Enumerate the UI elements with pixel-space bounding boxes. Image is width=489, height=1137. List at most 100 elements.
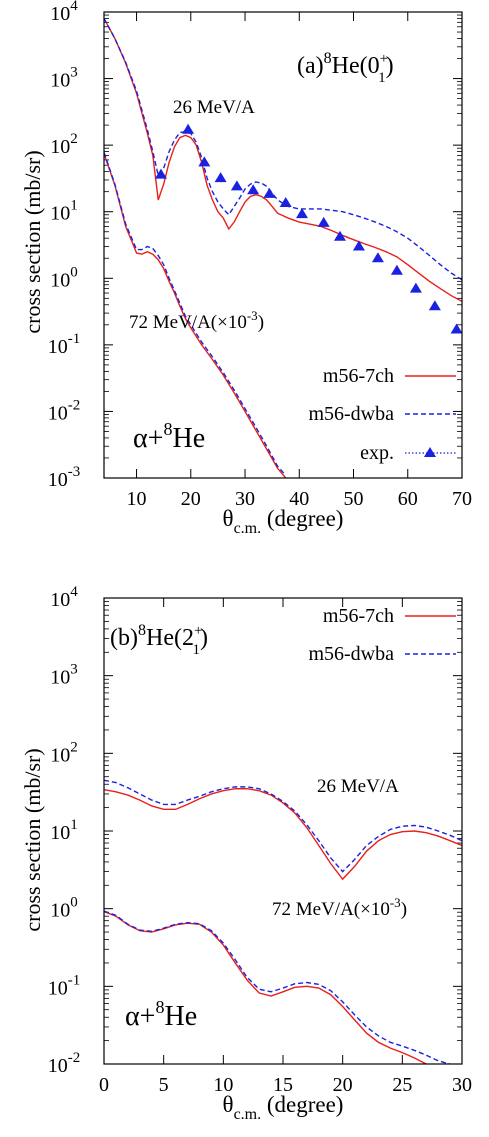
- panel-a-xlabel-theta: θ: [223, 506, 234, 531]
- panel-b-x-tick-label-3: 15: [273, 1074, 293, 1096]
- panel-a-series-m56-7ch-72-mev-a: [104, 153, 287, 478]
- panel-a-x-tick-label-3: 40: [289, 488, 309, 510]
- panel-a-curves: [104, 18, 462, 478]
- panel-b-energy-low-text: 72 MeV/A(×10: [272, 899, 390, 920]
- panel-b-series-m56-7ch-72-mev-a: [104, 910, 429, 1064]
- panel-b-y-tick-label-3: 101: [50, 817, 78, 844]
- panel-b-x-tick-label-2: 10: [213, 1074, 233, 1096]
- panel-b-y-tick-label-2: 100: [50, 895, 78, 922]
- panel-b-system-he: He: [164, 1001, 197, 1032]
- panel-b-x-ticks: 0 5 10 15 20 25 30: [99, 598, 472, 1096]
- panel-b-series-m56-7ch-26-mev-a: [104, 788, 462, 881]
- panel-b-system-label: α+8He: [125, 997, 197, 1032]
- panel-b-energy-high: 26 MeV/A: [317, 776, 399, 797]
- panel-a-x-tick-label-6: 70: [452, 488, 472, 510]
- panel-b: cross section (mb/sr) 10-210-11001011021…: [20, 584, 472, 1123]
- panel-a: cross section (mb/sr) 10-310-210-1100101…: [20, 0, 472, 537]
- panel-a-exp-point-14: [409, 282, 422, 293]
- panel-a-energy-high: 26 MeV/A: [173, 97, 255, 118]
- panel-a-state-sub: 1: [378, 70, 386, 86]
- legend-label-m56-dwba-b: m56-dwba: [308, 643, 394, 665]
- panel-a-exp-point-8: [295, 208, 308, 219]
- panel-a-exp-point-7: [279, 197, 292, 208]
- panel-b-y-tick-label-0: 10-2: [48, 1050, 81, 1077]
- panel-a-x-tick-label-5: 60: [398, 488, 418, 510]
- panel-b-xlabel-sub: c.m.: [234, 1106, 262, 1123]
- panel-b-xlabel-theta: θ: [223, 1092, 234, 1117]
- panel-a-y-tick-label-3: 100: [50, 264, 78, 291]
- panel-a-state-close: ): [386, 53, 394, 79]
- panel-b-energy-low-close: ): [401, 899, 407, 920]
- legend-label-m56-7ch: m56-7ch: [323, 365, 394, 387]
- panel-b-label: (b): [110, 625, 138, 651]
- panel-a-exp-points: [154, 123, 462, 334]
- panel-b-y-ticks: 10-2 10-1 100 101 102 103 104: [48, 584, 462, 1077]
- panel-a-system-alpha: α+: [133, 423, 163, 454]
- panel-a-series-m56-dwba-72-mev-a: [104, 152, 287, 476]
- panel-a-y-ticks: 10-3 10-2 10-1 100 101 102 103 104: [48, 0, 462, 491]
- panel-a-series-m56-dwba-26-mev-a: [104, 18, 462, 281]
- panel-a-state-label: (a)8He(0+ 1): [297, 50, 394, 86]
- panel-b-state-base: He(2: [146, 625, 194, 651]
- panel-b-ylabel: cross section (mb/sr): [20, 748, 45, 931]
- panel-a-exp-point-4: [230, 180, 243, 191]
- panel-b-xlabel: θc.m. (degree): [223, 1092, 344, 1123]
- panel-a-label: (a): [297, 53, 324, 79]
- legend-label-exp: exp.: [360, 442, 394, 464]
- panel-a-y-tick-label-5: 102: [50, 131, 78, 158]
- panel-a-exp-point-13: [390, 264, 403, 275]
- panel-a-xlabel: θc.m. (degree): [223, 506, 344, 537]
- panel-a-exp-point-12: [371, 252, 384, 263]
- panel-a-x-tick-label-0: 10: [127, 488, 147, 510]
- panel-b-x-tick-label-0: 0: [99, 1074, 109, 1096]
- legend-label-m56-dwba: m56-dwba: [308, 403, 394, 425]
- panel-b-y-tick-label-1: 10-1: [48, 972, 81, 999]
- panel-a-exp-point-15: [428, 300, 441, 311]
- panel-a-energy-low: 72 MeV/A(×10-3): [129, 308, 264, 333]
- panel-b-energy-low: 72 MeV/A(×10-3): [272, 895, 407, 920]
- panel-b-system-alpha: α+: [125, 1001, 155, 1032]
- panel-a-exp-point-2: [198, 156, 211, 167]
- panel-a-ylabel: cross section (mb/sr): [20, 150, 45, 333]
- panel-b-x-tick-label-6: 30: [452, 1074, 472, 1096]
- panel-a-exp-point-16: [450, 323, 462, 334]
- panel-a-xlabel-sub: c.m.: [234, 520, 262, 537]
- panel-b-state-label: (b)8He(2+ 1): [110, 622, 208, 658]
- panel-a-exp-point-3: [214, 172, 227, 183]
- panel-a-exp-point-10: [333, 230, 346, 241]
- legend-label-m56-7ch-b: m56-7ch: [323, 605, 394, 627]
- panel-a-exp-point-0: [154, 168, 167, 179]
- panel-a-exp-point-11: [352, 240, 365, 251]
- panel-a-y-tick-label-6: 103: [50, 65, 78, 92]
- panel-a-energy-low-close: ): [258, 312, 264, 333]
- panel-a-y-tick-label-1: 10-2: [48, 397, 81, 424]
- panel-b-x-tick-label-5: 25: [392, 1074, 412, 1096]
- panel-a-exp-point-1: [182, 123, 195, 134]
- panel-a-frame: [103, 11, 463, 479]
- panel-a-x-tick-label-1: 20: [181, 488, 201, 510]
- panel-a-state-sup: +: [380, 51, 388, 67]
- panel-a-x-ticks: 10 20 30 40 50 60 70: [127, 12, 472, 510]
- panel-b-frame: [103, 597, 463, 1065]
- panel-b-series-m56-dwba-72-mev-a: [104, 910, 453, 1064]
- panel-a-state-base: He(0: [332, 53, 380, 79]
- panel-b-y-tick-label-6: 104: [50, 584, 78, 611]
- panel-b-y-tick-label-4: 102: [50, 739, 78, 766]
- panel-b-state-sup: +: [194, 623, 202, 639]
- panel-a-xlabel-rest: (degree): [261, 506, 343, 531]
- panel-a-system-label: α+8He: [133, 419, 205, 454]
- panel-a-energy-low-text: 72 MeV/A(×10: [129, 312, 247, 333]
- panel-a-system-mass: 8: [163, 419, 172, 439]
- panel-b-energy-low-exp: -3: [390, 895, 401, 910]
- panel-b-state-mass: 8: [138, 622, 146, 639]
- panel-b-xlabel-rest: (degree): [261, 1092, 343, 1117]
- panel-b-curves: [104, 779, 462, 1064]
- panel-b-y-tick-label-5: 103: [50, 662, 78, 689]
- panel-a-x-tick-label-4: 50: [344, 488, 364, 510]
- panel-b-state-sub: 1: [192, 642, 200, 658]
- panel-b-state-close: ): [200, 625, 208, 651]
- panel-a-energy-low-exp: -3: [247, 308, 258, 323]
- panel-a-y-tick-label-7: 104: [50, 0, 78, 25]
- panel-b-x-tick-label-4: 20: [333, 1074, 353, 1096]
